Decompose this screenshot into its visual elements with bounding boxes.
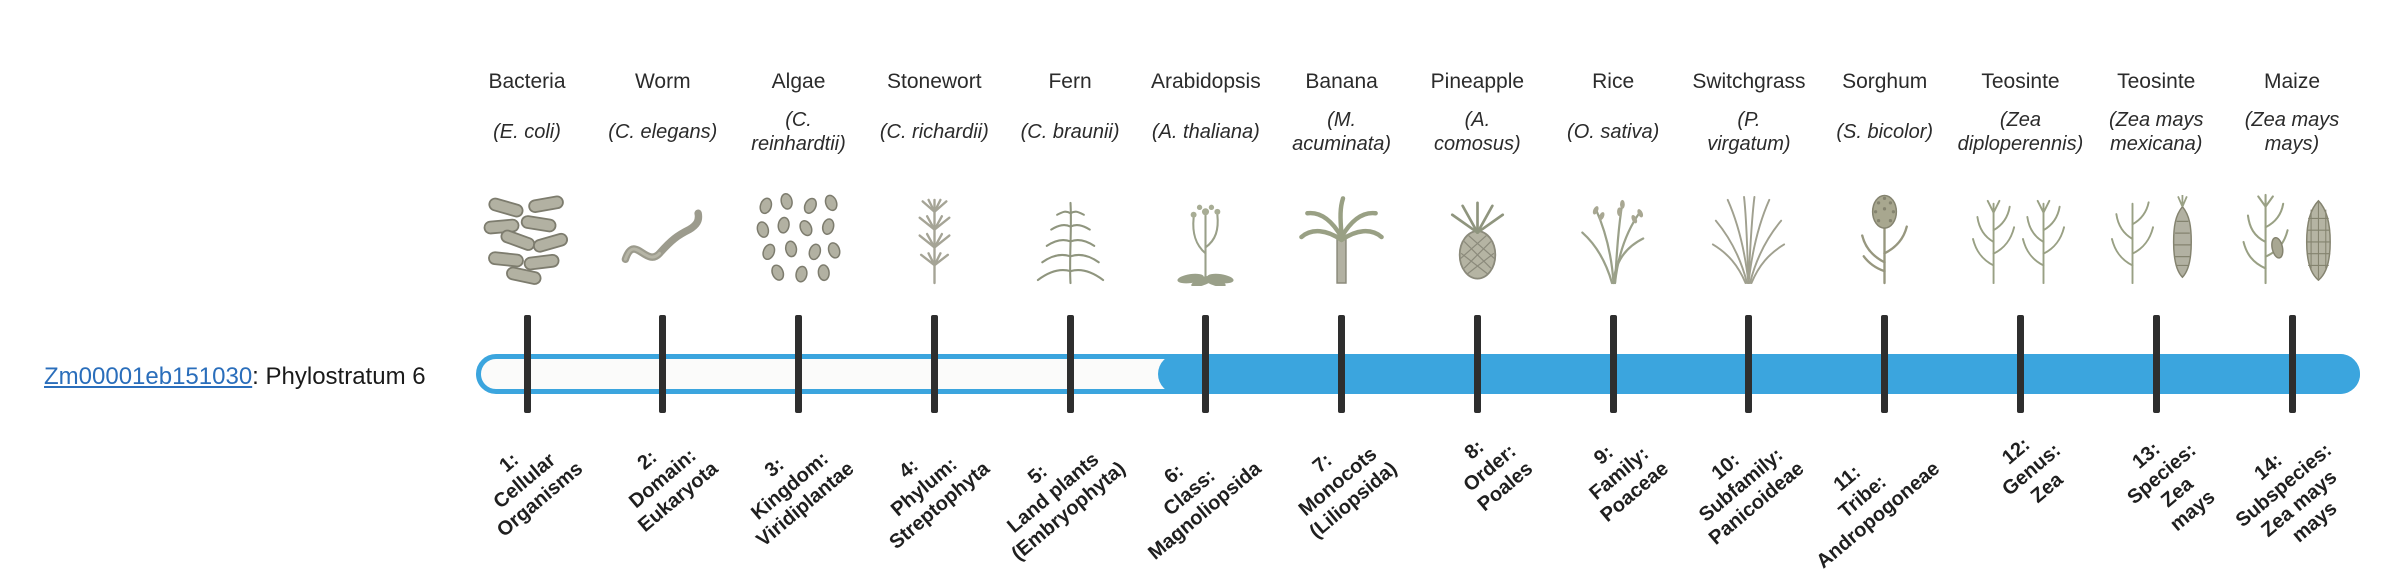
organism-scientific-name: (Zea mays mexicana)	[2109, 108, 2204, 155]
banana-icon	[1272, 180, 1412, 286]
timeline-tick	[523, 315, 531, 413]
phylostratum-label: 13: Species: Zea mays	[2123, 437, 2220, 536]
gene-phylostratum-text: : Phylostratum 6	[252, 363, 426, 390]
organism-scientific-name: (E. coli)	[493, 120, 561, 143]
teosinte-diploperennis-icon	[1950, 180, 2090, 286]
organism-common-name: Pineapple	[1430, 70, 1525, 93]
phylostratum-label: 4: Phylum: Streptophyta	[885, 453, 994, 554]
organism-common-name: Stonewort	[887, 70, 982, 93]
phylostratum-label: 14: Subspecies: Zea mays mays	[2231, 439, 2342, 548]
organism-scientific-name: (C. braunii)	[1020, 120, 1120, 143]
organism-scientific-name: (C. richardii)	[879, 120, 989, 143]
timeline-tick	[1745, 315, 1753, 413]
timeline-tick	[1202, 315, 1210, 413]
timeline-tick	[2016, 315, 2024, 413]
bacteria-icon	[457, 180, 597, 286]
phylostratum-label: 2: Domain: Eukaryota	[625, 444, 723, 537]
phylostratum-label: 10: Subfamily: Panicoideae	[1695, 443, 1809, 550]
organism-common-name: Banana	[1305, 70, 1378, 93]
timeline-tick	[1066, 315, 1074, 413]
organism-scientific-name: (P. virgatum)	[1707, 108, 1791, 155]
phylostratum-label: 7: Monocots (Liliopsida)	[1294, 443, 1402, 543]
organism-common-name: Rice	[1592, 70, 1635, 93]
timeline-tick	[930, 315, 938, 413]
organism-common-name: Teosinte	[2117, 70, 2196, 93]
organism-scientific-name: (S. bicolor)	[1836, 120, 1934, 143]
fern-icon	[1000, 180, 1140, 286]
organism-common-name: Arabidopsis	[1150, 70, 1261, 93]
organism-scientific-name: (C. elegans)	[608, 120, 718, 143]
organism-scientific-name: (C. reinhardtii)	[751, 108, 846, 155]
algae-icon	[729, 180, 869, 286]
phylostratum-label: 9: Family: Poaceae	[1585, 441, 1673, 527]
organism-scientific-name: (A. comosus)	[1434, 108, 1521, 155]
stonewort-icon	[864, 180, 1004, 286]
organism-common-name: Worm	[634, 70, 691, 93]
organism-scientific-name: (Zea mays mays)	[2244, 108, 2340, 155]
organism-common-name: Switchgrass	[1692, 70, 1806, 93]
gene-id-link[interactable]: Zm00001eb151030	[44, 363, 253, 390]
organism-common-name: Algae	[771, 70, 826, 93]
organism-common-name: Sorghum	[1842, 70, 1928, 93]
organism-common-name: Bacteria	[488, 70, 566, 93]
phylostratum-label: 12: Genus: Zea	[1997, 433, 2067, 508]
phylostratum-label: 5: Land plants (Embryophyta)	[1003, 448, 1130, 566]
organism-scientific-name: (M. acuminata)	[1292, 108, 1392, 155]
worm-icon	[593, 180, 733, 286]
pineapple-icon	[1407, 180, 1547, 286]
organism-scientific-name: (A. thaliana)	[1151, 120, 1260, 143]
phylostratum-label: 1: Cellular Organisms	[488, 448, 587, 542]
timeline-tick	[1473, 315, 1481, 413]
organism-common-name: Teosinte	[1981, 70, 2060, 93]
timeline-tick	[2288, 315, 2296, 413]
timeline-tick	[1881, 315, 1889, 413]
phylostratum-label: 6: Class: Magnoliopsida	[1144, 457, 1266, 565]
timeline-tick	[1609, 315, 1617, 413]
timeline-tick	[2152, 315, 2160, 413]
phylostratum-label: 8: Order: Poales	[1459, 435, 1538, 516]
sorghum-icon	[1815, 180, 1955, 286]
organism-common-name: Fern	[1048, 70, 1092, 93]
timeline-tick	[795, 315, 803, 413]
timeline-tick	[659, 315, 667, 413]
organism-scientific-name: (Zea diploperennis)	[1957, 108, 2084, 155]
switchgrass-icon	[1679, 180, 1819, 286]
arabidopsis-icon	[1136, 180, 1276, 286]
timeline-tick	[1338, 315, 1346, 413]
maize-icon	[2222, 180, 2362, 286]
gene-label: Zm00001eb151030: Phylostratum 6	[44, 363, 426, 391]
phylostratum-label: 11: Tribe: Andropogoneae	[1812, 457, 1945, 573]
rice-icon	[1543, 180, 1683, 286]
phylostratum-label: 3: Kingdom: Viridiplantae	[747, 447, 859, 552]
teosinte-mexicana-icon	[2086, 180, 2226, 286]
organism-scientific-name: (O. sativa)	[1567, 120, 1660, 143]
organism-common-name: Maize	[2263, 70, 2321, 93]
